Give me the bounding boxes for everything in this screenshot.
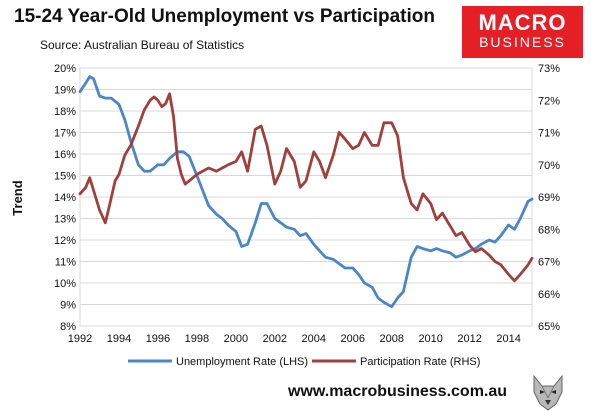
- x-tick: 2008: [379, 333, 403, 345]
- y-tick-right: 72%: [538, 95, 560, 107]
- x-tick: 1998: [185, 333, 209, 345]
- y-tick-left: 9%: [60, 300, 76, 312]
- x-tick: 2006: [341, 333, 365, 345]
- x-tick: 2004: [302, 333, 326, 345]
- y-tick-left: 12%: [54, 235, 76, 247]
- y-tick-left: 10%: [54, 278, 76, 290]
- macrobusiness-logo: MACRO BUSINESS: [462, 6, 583, 58]
- y-tick-left: 14%: [54, 192, 76, 204]
- y-axis-label: Trend: [10, 180, 25, 215]
- chart-subtitle: Source: Australian Bureau of Statistics: [40, 38, 245, 52]
- y-axis-left-ticks: 8% 9% 10% 11% 12% 13% 14% 15% 16% 17% 18% 19% 20%: [54, 63, 76, 333]
- y-tick-right: 69%: [538, 192, 560, 204]
- series-lines: [78, 75, 534, 309]
- x-tick: 1992: [68, 333, 92, 345]
- series-line-unemployment: [78, 75, 534, 309]
- wolf-logo-icon: [533, 374, 563, 411]
- x-tick: 2014: [496, 333, 520, 345]
- chart-legend: Unemployment Rate (LHS) Participation Rat…: [128, 356, 480, 368]
- x-tick: 2000: [224, 333, 248, 345]
- y-tick-right: 67%: [538, 257, 560, 269]
- chart-plot-area: [79, 67, 533, 327]
- y-tick-right: 73%: [538, 63, 560, 75]
- series-line-participation: [78, 92, 534, 283]
- x-tick: 1994: [107, 333, 131, 345]
- x-tick: 1996: [146, 333, 170, 345]
- legend-label-unemployment: Unemployment Rate (LHS): [176, 356, 308, 368]
- y-tick-right: 66%: [538, 289, 560, 301]
- x-tick: 2010: [418, 333, 442, 345]
- y-tick-right: 71%: [538, 128, 560, 140]
- line-chart: Trend 8% 9% 10% 11% 12% 13% 14% 15% 16% 17% 18% 19%…: [10, 63, 560, 368]
- y-axis-right-ticks: 65% 66% 67% 68% 69% 70% 71% 72% 73%: [538, 63, 560, 333]
- legend-label-participation: Participation Rate (RHS): [360, 356, 480, 368]
- logo-line-2: BUSINESS: [479, 34, 566, 50]
- y-tick-left: 17%: [54, 128, 76, 140]
- y-tick-left: 13%: [54, 214, 76, 226]
- y-tick-left: 15%: [54, 171, 76, 183]
- y-tick-left: 19%: [54, 85, 76, 97]
- y-tick-left: 8%: [60, 321, 76, 333]
- website-url: www.macrobusiness.com.au: [288, 383, 508, 400]
- chart-title: 15-24 Year-Old Unemployment vs Participa…: [14, 6, 435, 27]
- x-tick: 2002: [263, 333, 287, 345]
- y-tick-left: 18%: [54, 106, 76, 118]
- x-tick: 2012: [457, 333, 481, 345]
- y-tick-left: 11%: [55, 257, 76, 269]
- y-tick-right: 68%: [538, 224, 560, 236]
- y-tick-left: 16%: [54, 149, 76, 161]
- x-axis-ticks: 1992 1994 1996 1998 2000 2002 2004 2006 2008 2010…: [68, 333, 521, 345]
- y-tick-right: 65%: [538, 321, 560, 333]
- y-tick-left: 20%: [54, 63, 76, 75]
- logo-line-1: MACRO: [478, 10, 567, 35]
- y-tick-right: 70%: [538, 160, 560, 172]
